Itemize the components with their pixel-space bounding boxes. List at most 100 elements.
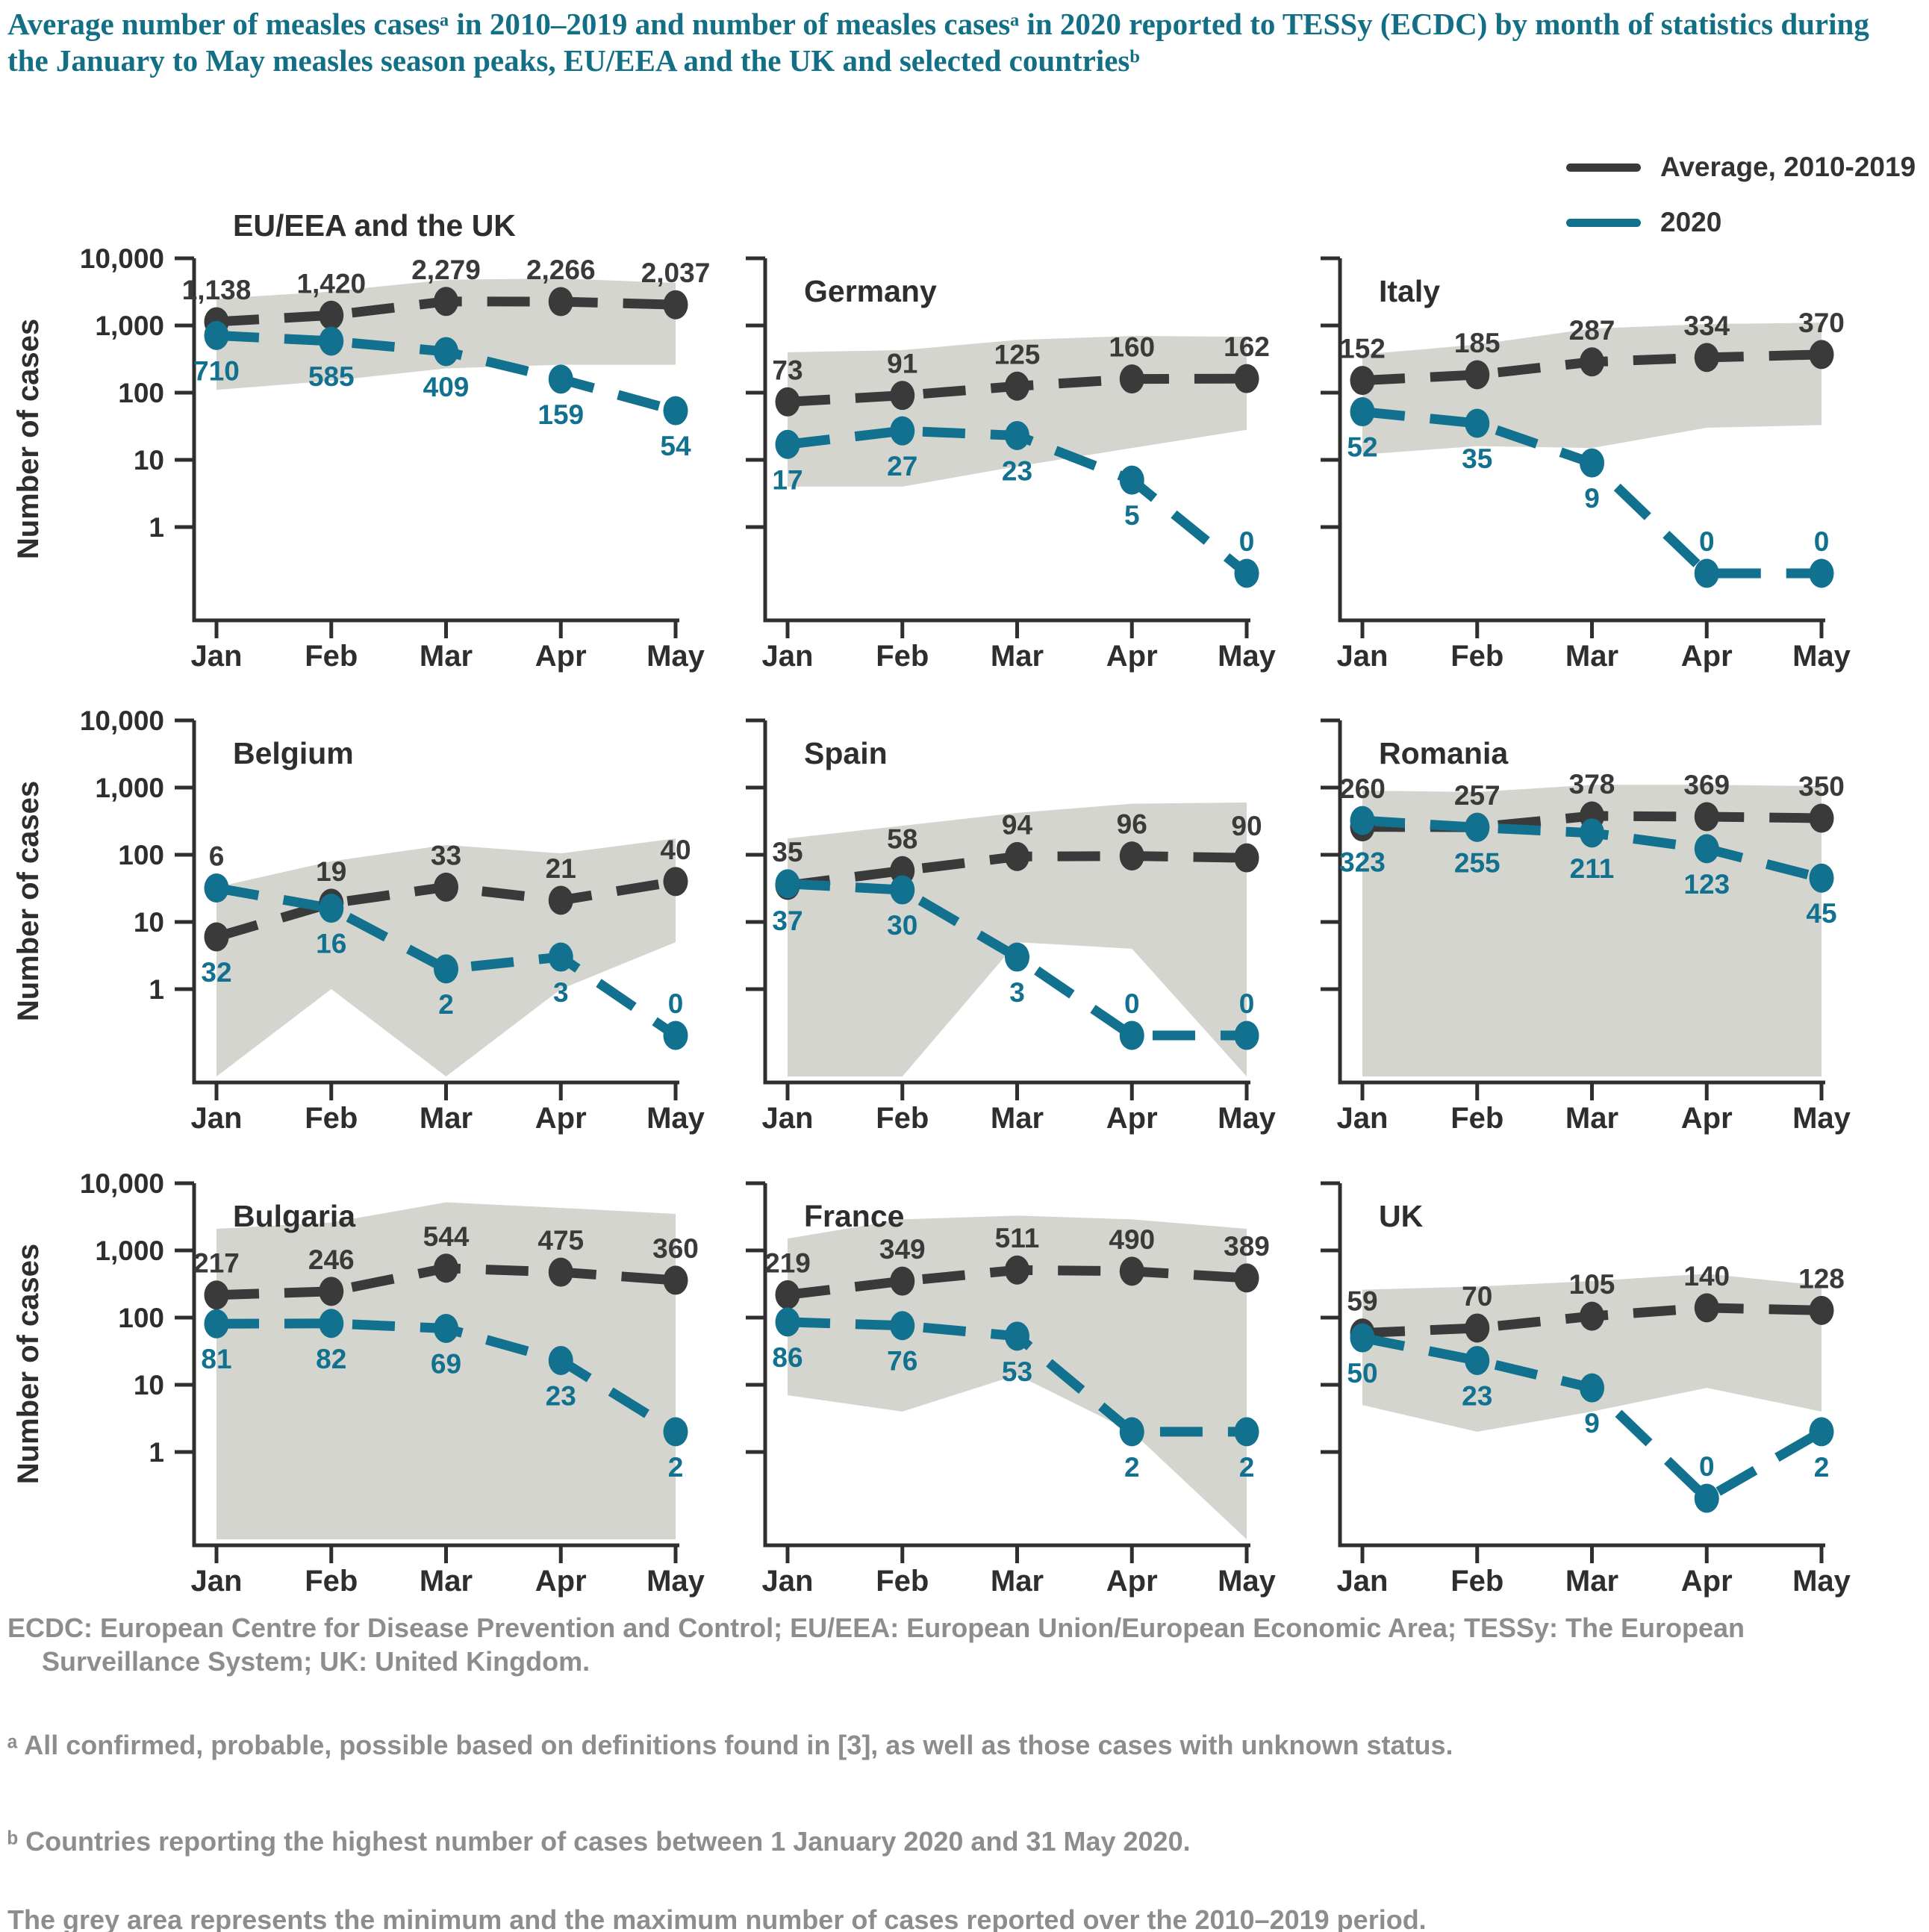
point-2020 [1234, 1417, 1259, 1447]
figure-title: Average number of measles casesᵃ in 2010… [7, 7, 1869, 78]
legend: Average, 2010-2019 2020 [1566, 152, 1916, 238]
label-2020: 0 [1699, 1451, 1715, 1482]
x-tick-label: Mar [420, 1565, 473, 1598]
y-tick-label: 1 [149, 974, 164, 1005]
x-tick-label: May [1792, 640, 1851, 673]
x-tick-label: Feb [1450, 640, 1503, 673]
point-2020 [1465, 1345, 1490, 1375]
avg-label: 370 [1798, 308, 1845, 338]
x-tick-label: Apr [1106, 640, 1158, 673]
label-2020: 2 [1239, 1452, 1255, 1483]
legend-item-2020: 2020 [1566, 207, 1916, 238]
avg-label: 73 [772, 355, 803, 385]
label-2020: 211 [1570, 853, 1615, 884]
point-2020 [1809, 863, 1834, 893]
x-tick-label: Mar [420, 640, 473, 673]
x-tick-label: Mar [420, 1102, 473, 1135]
y-tick-label: 10,000 [80, 705, 164, 736]
x-tick-label: Mar [1565, 640, 1618, 673]
y-tick-label: 1,000 [95, 311, 164, 341]
avg-label: 185 [1454, 328, 1500, 358]
chart-title: Romania [1379, 736, 1509, 770]
y-tick-label: 10,000 [80, 1168, 164, 1199]
avg-point [434, 872, 458, 902]
avg-label: 2,279 [411, 255, 481, 285]
avg-label: 378 [1569, 769, 1615, 800]
label-2020: 86 [772, 1342, 803, 1373]
avg-point [548, 287, 573, 317]
label-2020: 27 [887, 451, 917, 482]
avg-point [319, 1277, 344, 1306]
label-2020: 323 [1339, 847, 1386, 878]
avg-point [890, 381, 915, 411]
x-tick-label: Jan [191, 1565, 243, 1598]
avg-label: 160 [1109, 332, 1155, 363]
avg-point [1005, 841, 1029, 871]
avg-point [1234, 364, 1259, 393]
avg-label: 246 [308, 1244, 355, 1275]
avg-label: 94 [1002, 809, 1033, 840]
avg-label: 19 [316, 856, 346, 887]
chart-row-1: Number of cases 10,000 1,000 100 10 1 Jan Feb M… [0, 206, 1929, 688]
y-tick-label: 10 [134, 1370, 164, 1400]
avg-point [1119, 1256, 1144, 1286]
avg-point [1580, 1301, 1604, 1331]
avg-point [1809, 1295, 1834, 1325]
axes [1321, 256, 1825, 638]
label-2020: 16 [316, 929, 346, 959]
avg-point [890, 1266, 915, 1296]
point-2020 [548, 942, 573, 972]
avg-label: 105 [1569, 1269, 1615, 1300]
point-2020 [1005, 1321, 1029, 1351]
avg-point [775, 1280, 800, 1309]
point-2020 [1809, 558, 1834, 588]
point-2020 [1234, 558, 1259, 588]
label-2020: 0 [1814, 526, 1830, 557]
chart-title: EU/EEA and the UK [233, 208, 516, 243]
x-tick-label: Mar [991, 640, 1044, 673]
chart-title: France [804, 1199, 904, 1233]
label-2020: 45 [1806, 898, 1836, 929]
x-tick-label: Mar [991, 1102, 1044, 1135]
avg-point [1005, 1255, 1029, 1285]
label-2020: 159 [537, 399, 584, 430]
avg-point [1694, 343, 1719, 373]
label-2020: 409 [423, 372, 470, 402]
label-2020: 255 [1454, 847, 1500, 878]
y-axis-title: Number of cases [12, 1243, 45, 1485]
avg-label: 475 [537, 1225, 584, 1256]
chart-svg: Jan Feb Mar Apr May Italy 152 52 185 35 287 9 334 0 37… [1321, 256, 1851, 673]
point-2020 [1694, 834, 1719, 864]
x-tick-label: Jan [762, 1565, 814, 1598]
label-2020: 0 [1699, 526, 1715, 557]
avg-label: 511 [995, 1223, 1040, 1253]
avg-label: 96 [1117, 809, 1147, 840]
line-2020-swatch [1566, 218, 1641, 227]
avg-point [663, 867, 688, 897]
x-tick-label: May [1218, 640, 1277, 673]
label-2020: 3 [553, 977, 569, 1008]
avg-point [1809, 803, 1834, 833]
avg-label: 260 [1339, 773, 1386, 804]
avg-label: 35 [772, 837, 803, 867]
x-tick-label: May [1218, 1102, 1277, 1135]
avg-label: 369 [1683, 770, 1730, 800]
point-2020 [890, 416, 915, 446]
min-max-band [788, 1215, 1247, 1539]
x-tick-label: Apr [535, 1565, 587, 1598]
label-2020: 23 [546, 1380, 576, 1411]
label-2020: 0 [1239, 988, 1255, 1019]
avg-point [204, 922, 229, 952]
chart-row-2: Number of cases 10,000 1,000 100 10 1 Jan Feb M… [0, 668, 1929, 1150]
chart-title: Belgium [233, 736, 354, 770]
x-tick-label: Apr [1681, 640, 1733, 673]
x-tick-label: Feb [876, 640, 929, 673]
avg-point [1694, 802, 1719, 832]
label-2020: 123 [1683, 869, 1730, 900]
footnotes: ECDC: European Centre for Disease Preven… [7, 1611, 1851, 1932]
avg-label: 217 [193, 1248, 240, 1279]
point-2020 [1465, 812, 1490, 842]
line-2020 [215, 883, 679, 1040]
x-tick-label: Jan [762, 640, 814, 673]
x-tick-label: Apr [1681, 1102, 1733, 1135]
